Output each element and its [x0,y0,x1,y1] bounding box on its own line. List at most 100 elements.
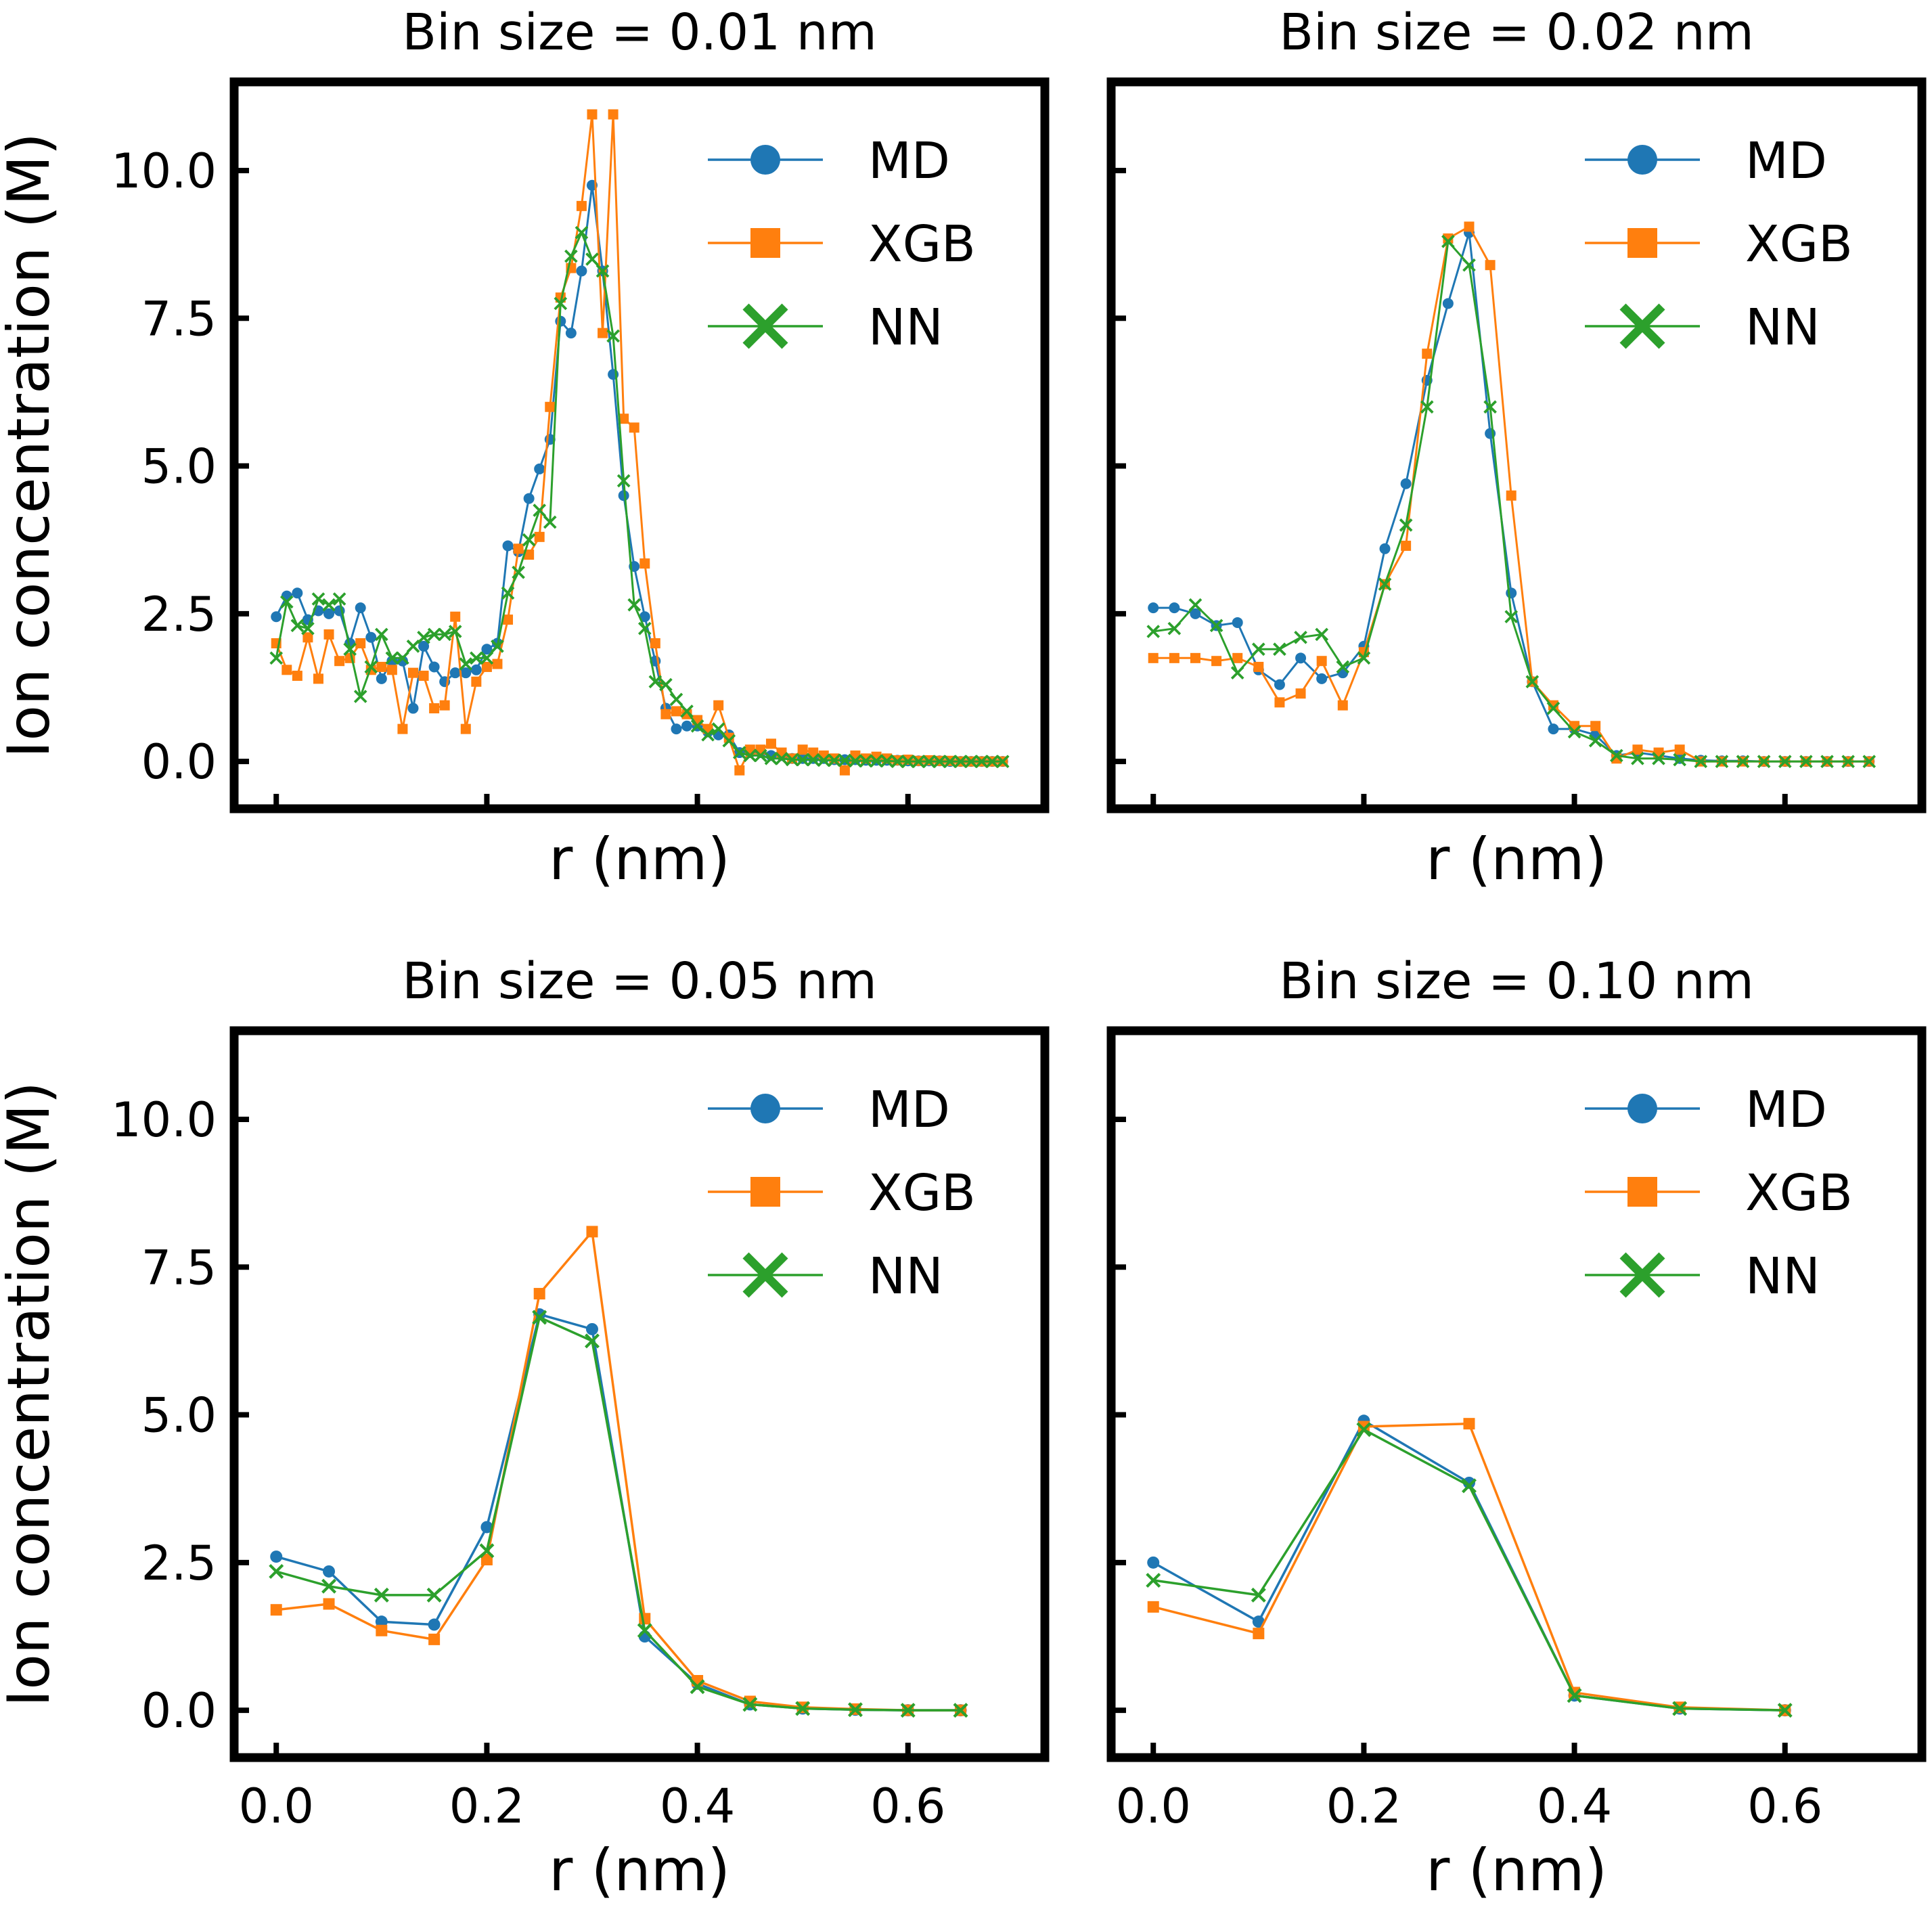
data-point-xgb [839,765,850,776]
plot-frame [229,1026,1050,1762]
data-point-nn [795,1701,811,1716]
data-point-md [1379,543,1391,554]
data-point-xgb [587,109,598,120]
data-point-nn [838,753,852,767]
data-point-md [428,1618,441,1631]
data-point-xgb [376,661,387,672]
legend-entry-xgb: XGB [1585,1164,1853,1222]
plot-frame [229,77,1050,813]
data-point-md [1316,673,1328,684]
y-tick-label: 7.5 [141,291,217,347]
series-line-xgb [276,1230,961,1712]
data-point-nn [1588,734,1602,748]
data-point-xgb [629,422,639,433]
series-line-md [275,1313,961,1712]
y-tick-label: 10.0 [111,1092,217,1148]
data-point-nn [279,595,294,609]
series-md [1147,1414,1791,1717]
data-point-md [470,664,482,675]
series-line-xgb [275,113,1003,772]
data-point-nn [417,630,430,644]
y-tick-label: 7.5 [141,1240,217,1295]
data-point-md [1462,1476,1475,1489]
series-nn [1146,234,1877,768]
data-point-xgb [1211,656,1222,667]
data-point-nn [659,677,673,692]
data-point-xgb [1506,490,1517,501]
data-point-nn [1546,701,1560,715]
data-point-nn [1841,755,1855,768]
data-point-nn [847,1702,863,1718]
data-point-xgb [1357,1421,1370,1433]
legend-marker-nn [742,303,788,349]
data-point-nn [680,705,694,718]
data-point-nn [427,627,441,642]
x-axis-label: r (nm) [1426,826,1607,893]
data-point-xgb [1169,652,1180,663]
data-point-nn [301,621,315,635]
data-point-md [292,587,303,599]
data-point-xgb [1274,697,1285,708]
data-point-nn [480,651,494,665]
data-point-nn [1631,751,1644,765]
data-point-xgb [1464,221,1475,232]
data-point-xgb [439,700,450,711]
data-point-xgb [334,656,345,667]
data-point-nn [732,746,746,759]
data-point-nn [1167,621,1182,635]
data-point-nn [585,1333,600,1349]
data-point-nn [1273,642,1286,656]
data-point-nn [870,754,883,768]
data-point-nn [690,1679,705,1695]
data-point-nn [1504,610,1519,624]
data-point-nn [364,660,378,674]
data-point-xgb [429,703,440,714]
data-point-nn [269,1563,284,1579]
data-point-nn [1757,755,1771,768]
data-point-nn [269,651,284,665]
data-point-nn [742,1697,758,1712]
y-axis-label: Ion concentration (M) [0,1081,63,1707]
data-point-xgb [480,1553,493,1565]
panel-title: Bin size = 0.01 nm [402,3,877,62]
y-tick-label: 5.0 [141,1388,217,1444]
data-point-xgb [576,200,587,211]
data-point-xgb [1190,652,1200,663]
data-point-nn [891,755,905,768]
data-point-md [1442,298,1454,309]
y-tick-label: 10.0 [111,143,217,199]
data-point-md [1295,652,1307,664]
x-tick-label: 0.2 [1326,1779,1401,1834]
data-point-xgb [524,550,535,560]
data-point-xgb [619,414,629,424]
data-point-xgb [713,700,724,711]
data-point-xgb [397,723,408,734]
data-point-md [671,723,682,735]
data-point-nn [722,734,736,748]
data-point-nn [332,592,346,606]
data-point-xgb [355,638,366,649]
data-point-nn [321,1578,337,1594]
legend-label-xgb: XGB [1745,215,1853,273]
data-point-nn [1188,598,1203,612]
legend-label-xgb: XGB [868,215,976,273]
legend-marker-nn [742,1252,788,1298]
series-md [270,1308,967,1717]
legend-label-md: MD [1745,132,1827,190]
data-point-nn [985,755,999,768]
legend-marker-xgb [1627,228,1657,258]
data-point-xgb [734,765,745,776]
data-point-md [639,611,650,623]
data-point-nn [1378,577,1392,591]
data-point-xgb [1337,700,1348,711]
data-point-nn [764,751,778,765]
data-point-xgb [513,543,524,554]
data-point-nn [533,504,547,517]
data-point-nn [637,1623,652,1638]
legend-marker-md [1627,145,1657,175]
data-point-md [1169,602,1180,614]
legend-marker-nn [1619,303,1665,349]
data-point-nn [995,755,1010,768]
data-point-md [481,644,493,655]
data-point-nn [1399,518,1413,532]
